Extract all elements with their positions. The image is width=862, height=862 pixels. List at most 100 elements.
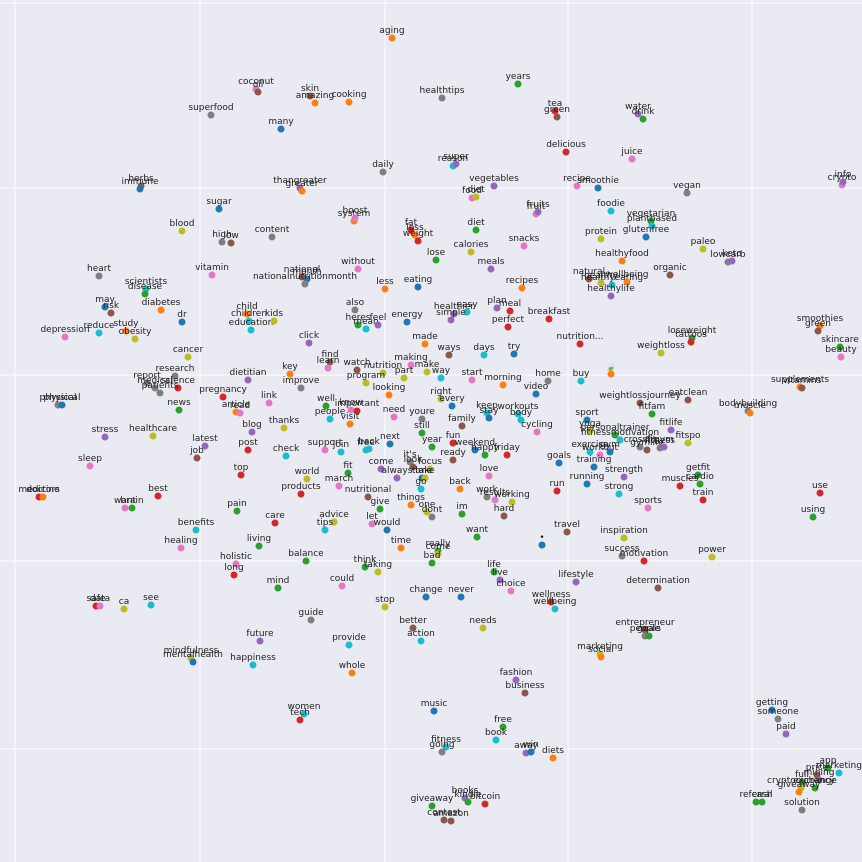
point-label: link — [261, 391, 278, 401]
data-point: looking — [373, 383, 405, 399]
point-marker — [353, 407, 361, 415]
point-marker — [128, 504, 136, 512]
data-point: happy — [471, 443, 500, 459]
data-point: better — [399, 616, 427, 632]
data-point: free — [494, 715, 512, 731]
data-point: personaltrainer — [580, 423, 650, 439]
data-point: nutritional — [345, 485, 391, 501]
point-marker — [555, 459, 563, 467]
point-label: weightloss — [637, 341, 685, 351]
point-marker — [305, 339, 313, 347]
data-point: every — [439, 394, 465, 410]
point-marker — [184, 353, 192, 361]
point-marker — [521, 689, 529, 697]
point-marker — [837, 353, 845, 361]
point-marker — [597, 279, 605, 287]
data-point: recipes — [506, 276, 539, 292]
point-label: disease — [128, 282, 163, 292]
point-label: sugar — [206, 197, 232, 207]
point-marker — [321, 446, 329, 454]
point-label: go — [415, 477, 427, 487]
data-point: healthcare — [129, 424, 177, 440]
point-label: loseweight — [668, 326, 717, 336]
point-label: free — [494, 715, 512, 725]
point-marker — [376, 505, 384, 513]
point-marker — [814, 327, 822, 335]
data-point: top — [234, 463, 249, 479]
point-marker — [383, 526, 391, 534]
point-marker — [351, 306, 359, 314]
point-label: inspiration — [600, 526, 648, 536]
point-label: stress — [92, 425, 119, 435]
point-marker — [243, 310, 251, 318]
point-label: feel — [370, 313, 387, 323]
point-marker — [485, 414, 493, 422]
point-marker — [623, 278, 631, 286]
point-label: workouts — [498, 402, 539, 412]
point-marker — [438, 748, 446, 756]
data-point: marketing — [816, 761, 862, 777]
data-point: 🍃 — [605, 360, 617, 378]
point-label: meals — [477, 257, 504, 267]
data-point: would — [374, 518, 400, 534]
point-label: healing — [164, 536, 197, 546]
point-label: food — [462, 186, 482, 196]
point-marker — [101, 433, 109, 441]
point-marker — [618, 257, 626, 265]
data-point: mentalhealth — [163, 650, 223, 666]
data-point: start — [462, 368, 483, 384]
point-marker — [300, 710, 308, 718]
point-label: always — [382, 466, 413, 476]
data-point: music — [421, 699, 447, 715]
data-point: goals — [637, 624, 661, 640]
data-point: vegetables — [469, 174, 519, 190]
data-point: doctors — [26, 485, 60, 501]
point-label: low — [223, 231, 238, 241]
point-label: aging — [379, 26, 404, 36]
point-marker — [639, 115, 647, 123]
point-marker — [338, 582, 346, 590]
point-marker — [397, 544, 405, 552]
point-marker — [364, 493, 372, 501]
point-label: hard — [494, 504, 514, 514]
point-marker — [434, 550, 442, 558]
point-label: green — [544, 105, 570, 115]
data-point: take — [415, 466, 435, 482]
data-point: nationalnutritionmonth — [253, 272, 357, 288]
data-point: science — [161, 376, 195, 392]
point-marker — [660, 443, 668, 451]
point-label: care — [265, 511, 285, 521]
point-label: study — [114, 319, 140, 329]
data-point: know — [339, 398, 363, 414]
data-point: fitness — [431, 735, 461, 751]
point-marker — [244, 376, 252, 384]
point-label: cash — [752, 790, 773, 800]
point-label: scientists — [125, 277, 168, 287]
point-marker — [615, 490, 623, 498]
data-point: patients — [142, 381, 179, 397]
point-label: pregnancy — [199, 385, 247, 395]
point-label: it's — [403, 450, 417, 460]
data-point: risk — [103, 301, 120, 317]
data-point: social — [588, 645, 614, 661]
point-label: eatclean — [669, 388, 708, 398]
data-point: happiness — [230, 653, 276, 669]
point-label: drink — [632, 107, 656, 117]
data-point: meals — [477, 257, 505, 273]
point-label: water — [625, 102, 651, 112]
point-label: keto — [722, 249, 742, 259]
point-marker — [514, 410, 522, 418]
point-marker — [449, 456, 457, 464]
point-label: strength — [605, 465, 643, 475]
point-marker — [607, 370, 615, 378]
point-label: want — [114, 496, 137, 506]
point-label: physical — [40, 393, 77, 403]
point-label: sport — [575, 408, 599, 418]
point-label: look — [404, 455, 424, 465]
point-marker — [645, 632, 653, 640]
point-marker — [576, 340, 584, 348]
point-marker — [307, 616, 315, 624]
data-point: visit — [341, 412, 360, 428]
data-point: see — [143, 593, 159, 609]
point-label: protein — [585, 227, 617, 237]
